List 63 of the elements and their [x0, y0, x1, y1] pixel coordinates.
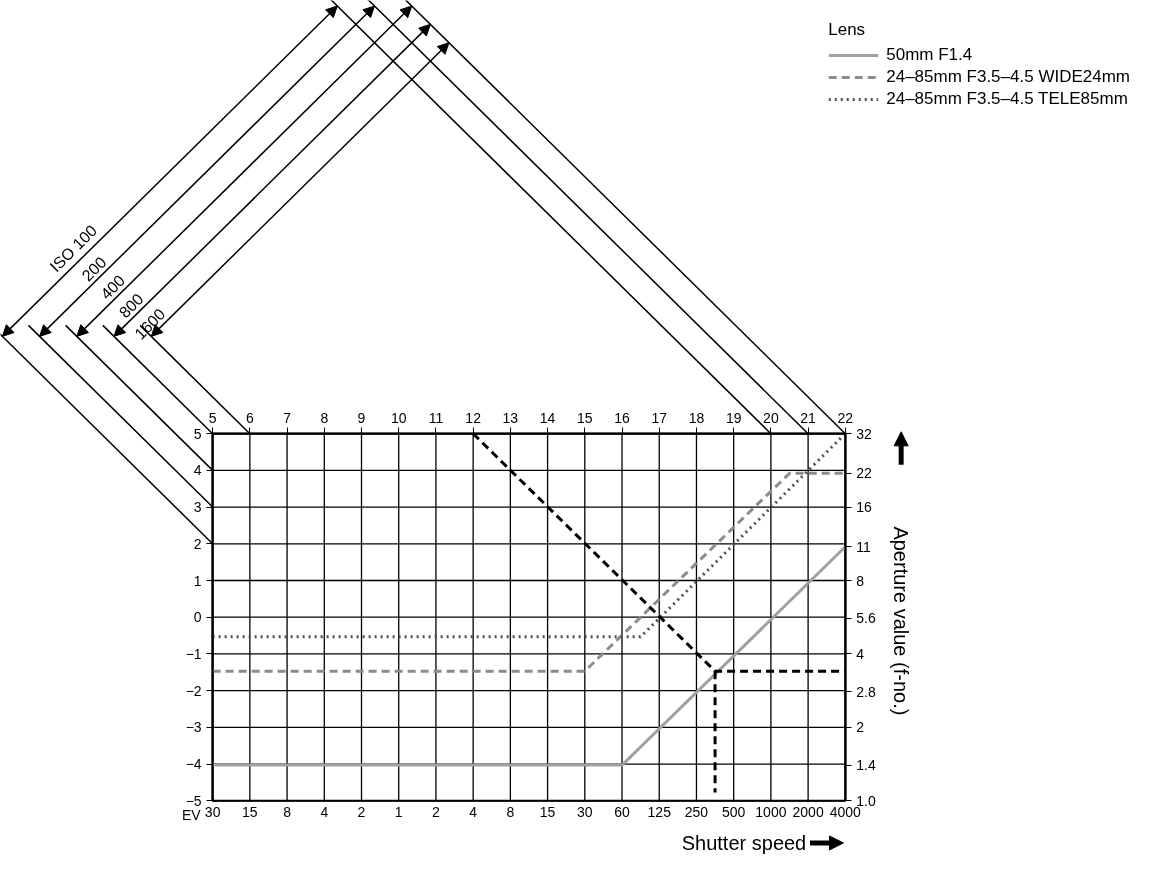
y2-tick-label: 2: [856, 719, 865, 736]
text: 4: [469, 803, 478, 820]
legend-label: 50mm F1.4: [886, 45, 973, 65]
text: 1000: [755, 803, 787, 820]
text: 15: [242, 803, 258, 820]
x-tick-label: 20: [763, 409, 779, 426]
y2-axis-title: Aperture value (f-no.): [890, 526, 913, 716]
text: 60: [614, 803, 631, 820]
x-tick-label: 16: [614, 409, 631, 426]
y-tick-label: 4: [193, 462, 202, 479]
x-tick-label: 9: [357, 409, 366, 426]
y-tick-label: −2: [185, 682, 202, 699]
y-tick-label: −5: [185, 792, 202, 809]
x-tick-label: 22: [837, 409, 854, 426]
y-tick-label: 5: [193, 425, 202, 442]
text: 2: [357, 803, 366, 820]
x-tick-label: 11: [428, 409, 444, 426]
y-tick-label: 0: [193, 609, 202, 626]
y2-tick-label: 4: [856, 645, 865, 662]
text: 4: [320, 803, 329, 820]
x-tick-label: 17: [651, 409, 668, 426]
y2-tick-label: 11: [856, 538, 872, 555]
text: 15: [539, 803, 556, 820]
x-tick-label: 14: [539, 409, 556, 426]
x-tick-label: 6: [245, 409, 254, 426]
y-tick-label: −1: [185, 645, 202, 662]
legend-title: Lens: [828, 20, 867, 40]
y-tick-label: 1: [193, 572, 202, 589]
y2-tick-label: 2.8: [856, 683, 876, 700]
text: 2: [432, 803, 441, 820]
text: 500: [721, 803, 746, 820]
y-tick-label: −3: [185, 719, 202, 736]
text: 30: [204, 803, 221, 820]
text: 8: [283, 803, 292, 820]
x-tick-label: 15: [577, 409, 593, 426]
x-tick-label: 13: [502, 409, 519, 426]
text: 8: [506, 803, 515, 820]
legend-label: 24–85mm F3.5–4.5 TELE85mm: [886, 89, 1128, 109]
text: 1: [394, 803, 403, 820]
text: 250: [684, 803, 709, 820]
y-axis-title: EV: [181, 806, 202, 823]
y2-tick-label: 22: [856, 465, 873, 482]
x-tick-label: 12: [465, 409, 482, 426]
text: 125: [647, 803, 672, 820]
x-tick-label: 8: [320, 409, 329, 426]
x-tick-label: 19: [725, 409, 742, 426]
text: 30: [577, 803, 593, 820]
y2-tick-label: 5.6: [856, 610, 876, 627]
x-tick-label: 5: [208, 409, 217, 426]
text: 2000: [792, 803, 824, 820]
x-tick-label: 21: [800, 409, 817, 426]
y-tick-label: 2: [193, 535, 202, 552]
y2-tick-label: 8: [856, 572, 865, 589]
x-tick-label: 10: [390, 409, 407, 426]
y2-tick-label: 32: [856, 425, 873, 442]
x-tick-label: 7: [283, 409, 292, 426]
y-tick-label: −4: [185, 756, 202, 773]
x-tick-label: 18: [688, 409, 705, 426]
x-axis-title: Shutter speed: [681, 831, 807, 854]
y2-tick-label: 16: [856, 499, 873, 516]
legend-label: 24–85mm F3.5–4.5 WIDE24mm: [886, 67, 1130, 87]
y2-tick-label: 1.4: [856, 757, 876, 774]
y-tick-label: 3: [193, 499, 202, 516]
